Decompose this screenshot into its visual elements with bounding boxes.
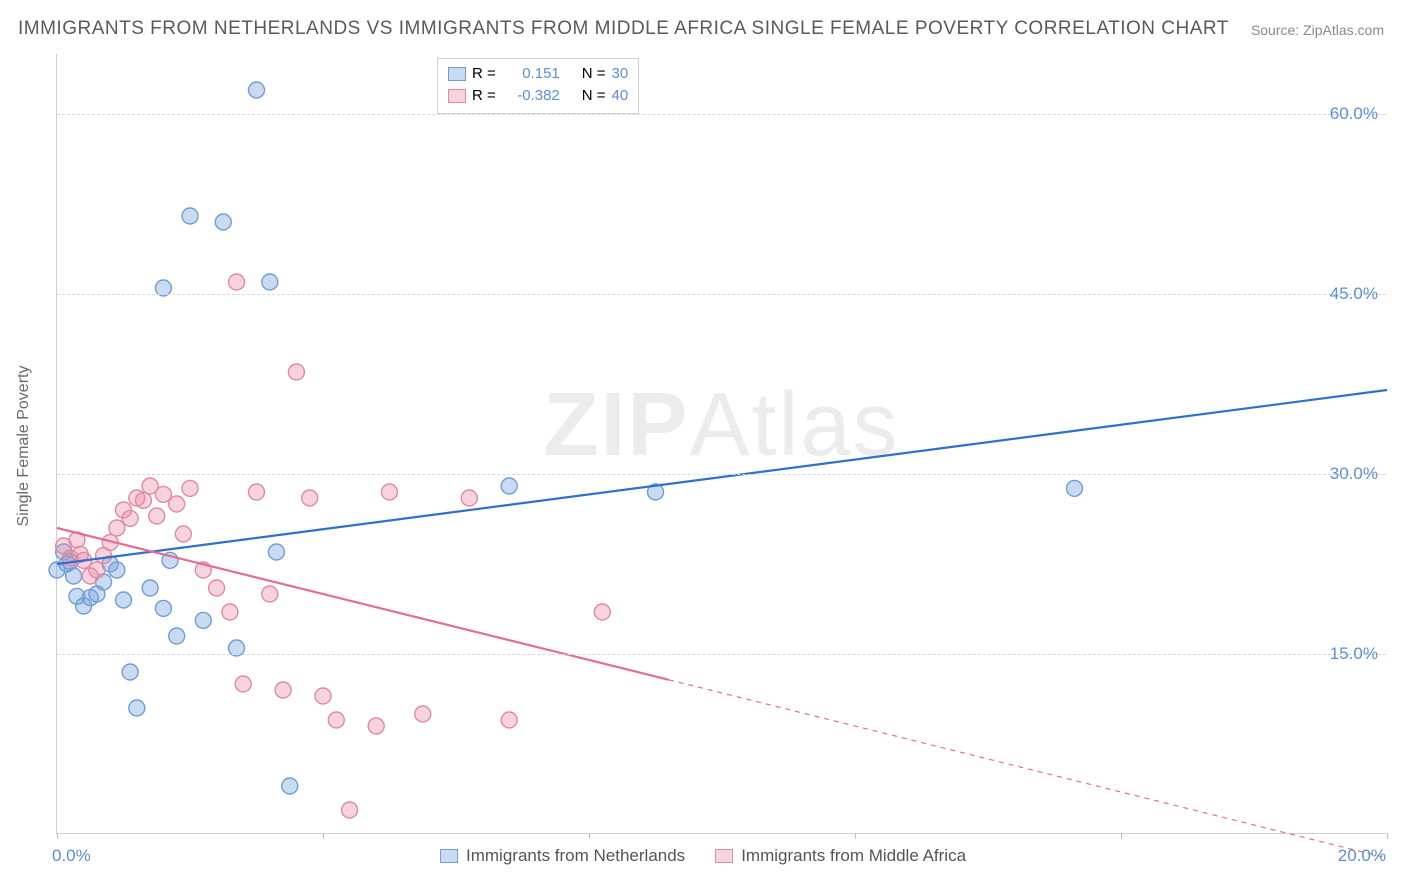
n-value-middle-africa: 40 <box>612 85 629 107</box>
legend-row-middle-africa: R = -0.382 N = 40 <box>448 85 628 107</box>
series-legend: Immigrants from Netherlands Immigrants f… <box>440 846 966 866</box>
data-point <box>89 562 105 578</box>
xtick <box>589 833 590 839</box>
source-label: Source: ZipAtlas.com <box>1251 22 1384 38</box>
r-label: R = <box>472 63 496 85</box>
data-point <box>235 676 251 692</box>
gridline <box>57 114 1386 115</box>
data-point <box>1066 480 1082 496</box>
n-label: N = <box>582 85 606 107</box>
data-point <box>229 274 245 290</box>
data-point <box>342 802 358 818</box>
data-point <box>415 706 431 722</box>
legend-item-netherlands: Immigrants from Netherlands <box>440 846 685 866</box>
gridline <box>57 474 1386 475</box>
data-point <box>249 82 265 98</box>
data-point <box>262 274 278 290</box>
data-point <box>169 628 185 644</box>
swatch-middle-africa <box>448 89 466 103</box>
data-point <box>142 580 158 596</box>
legend-row-netherlands: R = 0.151 N = 30 <box>448 63 628 85</box>
y-axis-label: Single Female Poverty <box>15 366 33 527</box>
gridline <box>57 294 1386 295</box>
data-point <box>328 712 344 728</box>
data-point <box>249 484 265 500</box>
correlation-legend: R = 0.151 N = 30 R = -0.382 N = 40 <box>437 58 639 114</box>
data-point <box>501 478 517 494</box>
data-point <box>282 778 298 794</box>
chart-title: IMMIGRANTS FROM NETHERLANDS VS IMMIGRANT… <box>18 18 1229 40</box>
data-point <box>175 526 191 542</box>
r-label: R = <box>472 85 496 107</box>
data-point <box>382 484 398 500</box>
data-point <box>129 700 145 716</box>
data-point <box>302 490 318 506</box>
data-point <box>195 612 211 628</box>
xtick <box>855 833 856 839</box>
r-value-middle-africa: -0.382 <box>502 85 560 107</box>
trend-line <box>57 390 1387 564</box>
ytick-label: 30.0% <box>1330 464 1378 484</box>
r-value-netherlands: 0.151 <box>502 63 560 85</box>
data-point <box>109 562 125 578</box>
data-point <box>594 604 610 620</box>
xtick <box>323 833 324 839</box>
xtick <box>57 833 58 839</box>
plot-area: ZIPAtlas R = 0.151 N = 30 R = -0.382 N =… <box>56 54 1386 834</box>
trend-line <box>57 528 669 680</box>
xtick <box>1387 833 1388 839</box>
trend-line-dashed <box>669 680 1387 858</box>
data-point <box>222 604 238 620</box>
data-point <box>66 568 82 584</box>
data-point <box>501 712 517 728</box>
data-point <box>268 544 284 560</box>
legend-label-middle-africa: Immigrants from Middle Africa <box>741 846 966 866</box>
data-point <box>209 580 225 596</box>
legend-item-middle-africa: Immigrants from Middle Africa <box>715 846 966 866</box>
xtick-label-max: 20.0% <box>1338 846 1386 866</box>
legend-label-netherlands: Immigrants from Netherlands <box>466 846 685 866</box>
ytick-label: 60.0% <box>1330 104 1378 124</box>
chart-svg <box>57 54 1386 833</box>
data-point <box>368 718 384 734</box>
data-point <box>215 214 231 230</box>
data-point <box>149 508 165 524</box>
swatch-middle-africa <box>715 849 733 863</box>
data-point <box>461 490 477 506</box>
ytick-label: 15.0% <box>1330 644 1378 664</box>
data-point <box>116 592 132 608</box>
xtick-label-min: 0.0% <box>52 846 91 866</box>
xtick <box>1121 833 1122 839</box>
data-point <box>169 496 185 512</box>
data-point <box>122 664 138 680</box>
n-label: N = <box>582 63 606 85</box>
n-value-netherlands: 30 <box>612 63 629 85</box>
data-point <box>315 688 331 704</box>
data-point <box>135 492 151 508</box>
data-point <box>122 510 138 526</box>
data-point <box>182 480 198 496</box>
data-point <box>155 600 171 616</box>
data-point <box>182 208 198 224</box>
swatch-netherlands <box>448 67 466 81</box>
data-point <box>288 364 304 380</box>
ytick-label: 45.0% <box>1330 284 1378 304</box>
data-point <box>275 682 291 698</box>
data-point <box>262 586 278 602</box>
gridline <box>57 654 1386 655</box>
swatch-netherlands <box>440 849 458 863</box>
